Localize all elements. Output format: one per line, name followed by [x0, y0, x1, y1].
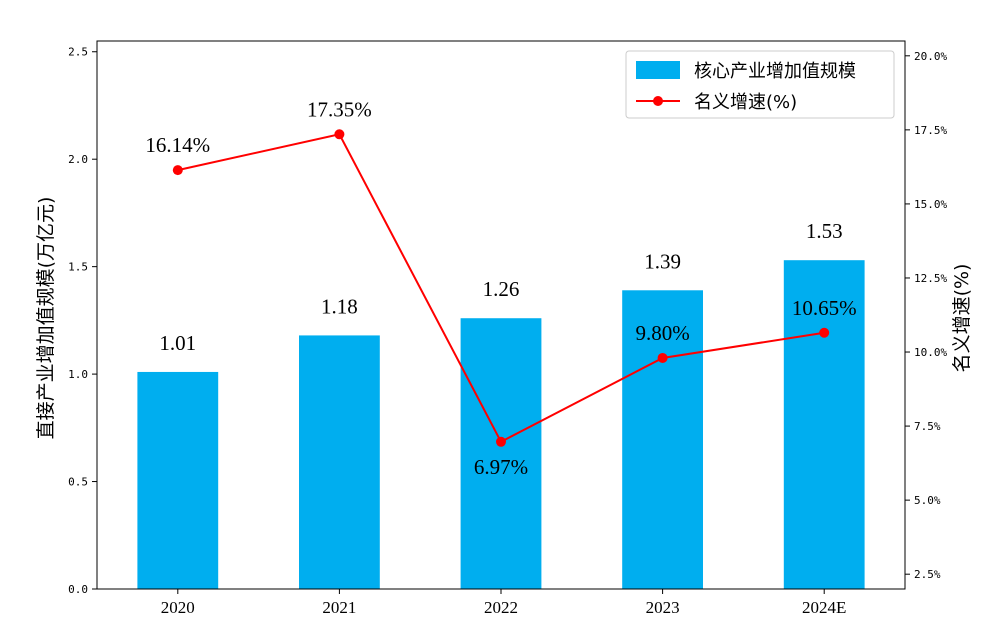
x-tick-label: 2021: [322, 598, 356, 617]
legend: 核心产业增加值规模 名义增速(%): [625, 50, 895, 119]
y-tick-label: 2.5: [68, 46, 88, 59]
x-tick-label: 2023: [646, 598, 680, 617]
bar-value-label: 1.18: [321, 294, 358, 318]
y-tick-label: 2.0: [68, 153, 88, 166]
growth-value-label: 16.14%: [145, 133, 210, 157]
bar-value-label: 1.53: [806, 219, 843, 243]
legend-bar-label: 核心产业增加值规模: [694, 61, 856, 82]
growth-point-2021: [334, 129, 345, 140]
growth-point-2020: [172, 165, 183, 176]
y-axis-title: 直接产业增加值规模(万亿元): [35, 197, 57, 440]
y-tick-label: 1.5: [68, 261, 88, 274]
legend-line-marker: [653, 96, 663, 106]
growth-value-label: 10.65%: [792, 296, 857, 320]
y2-tick-label: 15.0%: [914, 198, 947, 211]
bars-layer: [137, 260, 865, 589]
labels-layer: 1.01 1.18 1.26 1.39 1.53 16.14% 17.35% 6.97% 9.8…: [145, 97, 856, 478]
y2-axis-title: 名义增速(%): [951, 264, 973, 373]
y2-tick-label: 17.5%: [914, 124, 947, 137]
legend-bar-swatch: [636, 61, 680, 79]
y2-tick-label: 2.5%: [914, 568, 941, 581]
y2-tick-label: 12.5%: [914, 272, 947, 285]
growth-value-label: 9.80%: [635, 321, 689, 345]
growth-value-label: 6.97%: [474, 455, 528, 479]
y-tick-label: 1.0: [68, 368, 88, 381]
bar-value-label: 1.01: [159, 331, 196, 355]
y2-tick-label: 5.0%: [914, 494, 941, 507]
growth-point-2022: [496, 436, 506, 447]
line-layer: [172, 129, 830, 447]
growth-point-2024E: [819, 327, 830, 338]
bar-2022: [460, 318, 542, 589]
bar-value-label: 1.26: [483, 277, 520, 301]
y-tick-label: 0.5: [68, 476, 88, 489]
bar-2023: [622, 290, 703, 589]
legend-frame: [625, 50, 895, 119]
growth-point-2023: [657, 352, 668, 363]
y2-tick-label: 7.5%: [914, 420, 941, 433]
y-tick-label: 0.0: [68, 583, 88, 596]
bar-2024E: [783, 260, 865, 589]
axes-layer: 0.0 0.5 1.0 1.5 2.0 2.5 2.5% 5.0% 7.5% 10.0% 12.5%…: [68, 40, 947, 617]
y2-tick-label: 20.0%: [914, 50, 947, 63]
y2-tick-label: 10.0%: [914, 346, 947, 359]
x-tick-label: 2022: [484, 598, 518, 617]
x-tick-label: 2020: [161, 598, 195, 617]
legend-line-label: 名义增速(%): [694, 92, 797, 113]
bar-value-label: 1.39: [644, 249, 681, 273]
growth-value-label: 17.35%: [307, 97, 372, 121]
bar-2020: [137, 371, 219, 589]
bar-2021: [299, 335, 380, 589]
x-tick-label: 2024E: [802, 598, 846, 617]
